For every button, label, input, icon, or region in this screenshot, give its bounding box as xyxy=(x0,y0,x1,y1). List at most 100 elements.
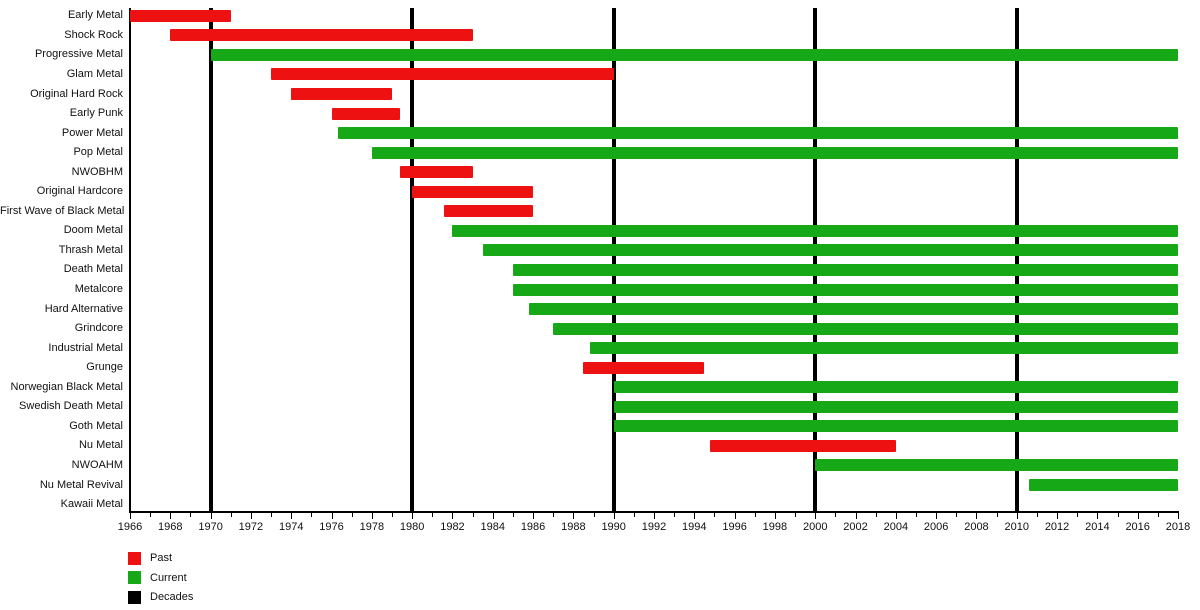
genre-label-norwegian-black-metal: Norwegian Black Metal xyxy=(10,380,124,393)
genre-bar-metalcore xyxy=(512,283,1178,296)
x-tick-1978 xyxy=(371,513,373,519)
genre-label-nwoahm: NWOAHM xyxy=(71,458,123,471)
genre-bar-death-metal xyxy=(512,263,1178,276)
x-tick-2009 xyxy=(996,513,998,517)
x-tick-2012 xyxy=(1057,513,1059,519)
x-tick-label-1970: 1970 xyxy=(198,521,223,533)
genre-label-original-hard-rock: Original Hard Rock xyxy=(30,87,123,100)
x-tick-2005 xyxy=(916,513,917,517)
x-tick-2007 xyxy=(956,513,958,517)
x-tick-1989 xyxy=(593,513,595,517)
decade-line-2000 xyxy=(813,8,818,512)
genre-label-grunge: Grunge xyxy=(86,361,123,374)
x-tick-2016 xyxy=(1137,513,1139,519)
genre-bar-power-metal xyxy=(337,127,1178,140)
x-tick-1974 xyxy=(291,513,293,519)
x-tick-label-1976: 1976 xyxy=(319,521,344,533)
x-tick-1981 xyxy=(432,513,434,517)
genre-label-swedish-death-metal: Swedish Death Metal xyxy=(19,400,123,413)
x-tick-2018 xyxy=(1178,513,1179,519)
legend-item-decades: Decades xyxy=(128,590,193,604)
genre-label-nu-metal-revival: Nu Metal Revival xyxy=(39,478,123,491)
genre-label-early-punk: Early Punk xyxy=(69,107,123,120)
x-tick-label-1994: 1994 xyxy=(682,521,707,533)
genre-label-nwobhm: NWOBHM xyxy=(71,165,123,178)
decade-line-2010 xyxy=(1014,8,1019,512)
x-tick-label-2014: 2014 xyxy=(1085,521,1110,533)
x-tick-1976 xyxy=(331,513,333,519)
x-tick-2010 xyxy=(1016,513,1018,519)
genre-label-power-metal: Power Metal xyxy=(61,126,123,139)
decade-line-1980 xyxy=(410,8,415,512)
x-tick-label-1984: 1984 xyxy=(480,521,505,533)
x-tick-1984 xyxy=(492,513,494,519)
genre-bar-shock-rock xyxy=(170,29,473,42)
genre-label-thrash-metal: Thrash Metal xyxy=(58,243,123,256)
genre-label-doom-metal: Doom Metal xyxy=(63,224,123,237)
x-tick-1987 xyxy=(553,513,555,517)
x-tick-1996 xyxy=(734,513,736,519)
genre-label-goth-metal: Goth Metal xyxy=(69,419,123,432)
genre-bar-thrash-metal xyxy=(482,244,1178,257)
genre-bar-nwoahm xyxy=(815,459,1178,472)
x-tick-1986 xyxy=(533,513,535,519)
x-tick-label-1990: 1990 xyxy=(601,521,626,533)
x-tick-1992 xyxy=(654,513,655,519)
x-tick-2001 xyxy=(835,513,837,517)
genre-bar-grindcore xyxy=(553,322,1178,335)
genre-bar-original-hard-rock xyxy=(291,88,392,100)
x-tick-2004 xyxy=(895,513,897,519)
genre-label-pop-metal: Pop Metal xyxy=(73,146,123,159)
x-tick-1999 xyxy=(795,513,797,517)
x-tick-1967 xyxy=(150,513,152,517)
x-tick-label-2006: 2006 xyxy=(923,521,949,533)
x-tick-2006 xyxy=(936,513,938,519)
genre-bar-industrial-metal xyxy=(589,342,1178,355)
genre-label-nu-metal: Nu Metal xyxy=(78,439,123,452)
x-tick-2014 xyxy=(1097,513,1099,519)
genre-label-grindcore: Grindcore xyxy=(74,322,123,335)
x-tick-1988 xyxy=(573,513,575,519)
genre-bar-nwobhm xyxy=(400,166,473,179)
legend-swatch-current xyxy=(128,571,141,584)
x-tick-label-2016: 2016 xyxy=(1125,521,1150,533)
genre-bar-first-wave-of-black-metal xyxy=(444,205,534,218)
x-tick-label-2000: 2000 xyxy=(802,521,828,533)
x-tick-2015 xyxy=(1117,513,1119,517)
x-tick-label-2018: 2018 xyxy=(1165,521,1191,533)
genre-bar-early-metal xyxy=(130,9,231,22)
x-tick-1972 xyxy=(250,513,252,519)
x-tick-2008 xyxy=(976,513,978,519)
genre-label-death-metal: Death Metal xyxy=(63,263,123,276)
x-tick-1966 xyxy=(130,513,131,519)
x-tick-1993 xyxy=(674,513,676,517)
legend-label-current: Current xyxy=(150,571,187,584)
x-tick-1971 xyxy=(230,513,232,517)
x-tick-2003 xyxy=(875,513,877,517)
x-tick-1997 xyxy=(754,513,756,517)
x-tick-label-1980: 1980 xyxy=(399,521,425,533)
genre-bar-early-punk xyxy=(331,107,401,120)
x-tick-1995 xyxy=(714,513,716,517)
genre-bar-progressive-metal xyxy=(210,48,1178,61)
x-tick-1980 xyxy=(412,513,414,519)
legend-item-current: Current xyxy=(128,571,187,585)
genre-bar-grunge xyxy=(583,361,705,374)
genre-label-glam-metal: Glam Metal xyxy=(66,67,123,80)
x-tick-label-2004: 2004 xyxy=(883,521,909,533)
legend-swatch-past xyxy=(128,551,141,565)
genre-label-early-metal: Early Metal xyxy=(67,9,123,22)
y-axis-line xyxy=(129,8,131,512)
genre-label-original-hardcore: Original Hardcore xyxy=(36,185,123,198)
x-tick-2017 xyxy=(1157,513,1159,517)
legend-label-decades: Decades xyxy=(150,591,194,603)
x-tick-1975 xyxy=(311,513,313,517)
x-tick-label-2010: 2010 xyxy=(1004,521,1029,533)
x-tick-label-1982: 1982 xyxy=(440,521,465,533)
genre-bar-glam-metal xyxy=(271,68,614,81)
genre-label-shock-rock: Shock Rock xyxy=(64,28,123,41)
x-tick-label-1986: 1986 xyxy=(520,521,546,533)
decade-line-1970 xyxy=(208,8,213,512)
genre-label-first-wave-of-black-metal: First Wave of Black Metal xyxy=(0,204,125,217)
